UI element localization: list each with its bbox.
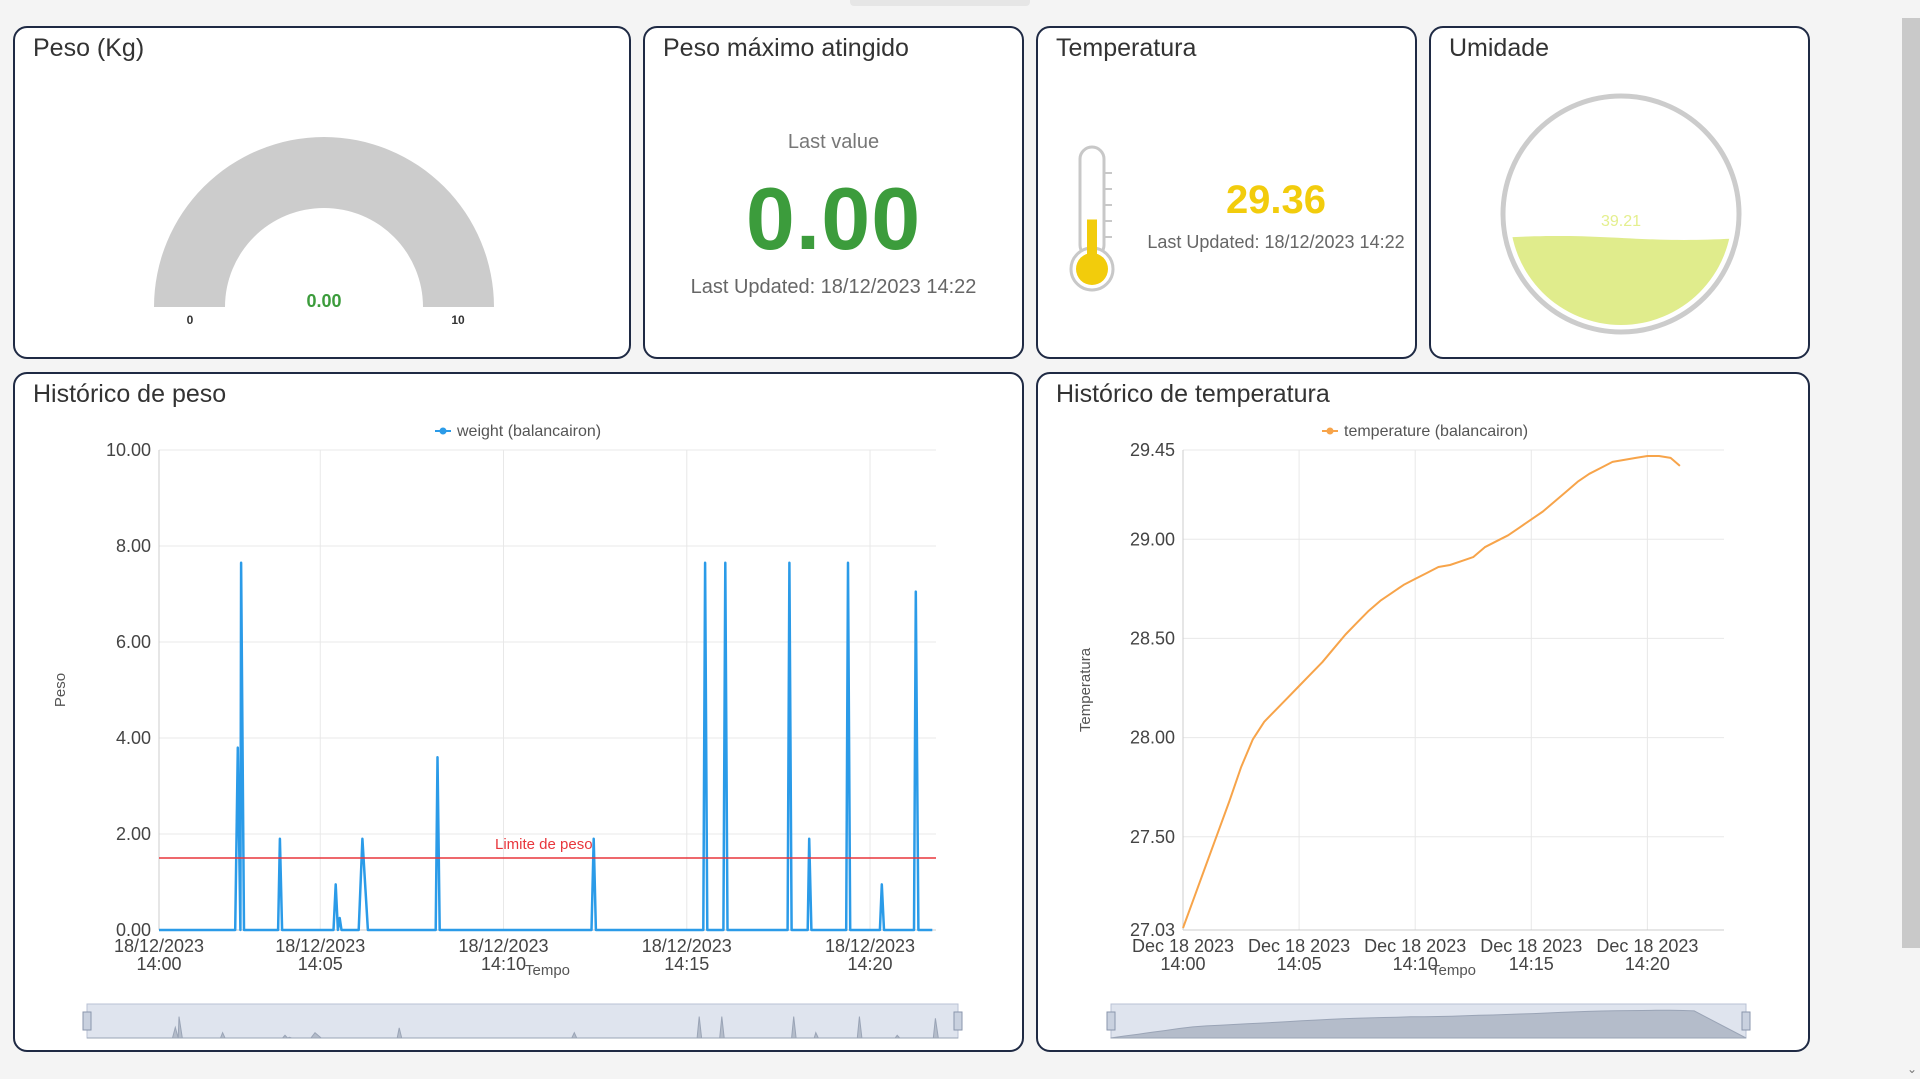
panel-title: Umidade xyxy=(1449,34,1550,62)
humidity-value: 39.21 xyxy=(1601,213,1641,230)
y-tick-label: 28.00 xyxy=(1130,728,1175,748)
y-tick-label: 2.00 xyxy=(116,824,151,844)
x-tick-label: 14:00 xyxy=(1160,954,1205,974)
x-tick-label: 18/12/2023 xyxy=(275,936,365,956)
x-tick-label: 14:20 xyxy=(848,954,893,974)
x-tick-label: 14:10 xyxy=(481,954,526,974)
weight-history-panel: Histórico de peso 0.00 2.00 4.00 6.00 8.00 10… xyxy=(13,372,1024,1052)
thermometer-level xyxy=(1087,219,1097,269)
thermometer-icon xyxy=(1069,145,1115,292)
x-tick-label: 14:15 xyxy=(664,954,709,974)
temperature-panel: Temperatura 29.36 Last Updated: 18/12/20… xyxy=(1036,26,1417,359)
y-tick-label: 8.00 xyxy=(116,536,151,556)
x-tick-label: 18/12/2023 xyxy=(114,936,204,956)
last-updated: Last Updated: 18/12/2023 14:22 xyxy=(1147,232,1405,252)
x-axis-label: Tempo xyxy=(525,962,570,979)
x-tick-label: 18/12/2023 xyxy=(642,936,732,956)
max-weight-panel: Peso máximo atingido Last value 0.00 Las… xyxy=(643,26,1024,359)
zoom-handle[interactable] xyxy=(953,1011,963,1031)
zoom-handle[interactable] xyxy=(82,1011,92,1031)
scroll-down-arrow-icon[interactable]: ⌄ xyxy=(1906,1062,1917,1076)
y-tick-label: 29.00 xyxy=(1130,529,1175,549)
y-tick-label: 28.50 xyxy=(1130,628,1175,648)
gauge-value: 0.00 xyxy=(306,291,341,311)
y-tick-label: 6.00 xyxy=(116,632,151,652)
humidity-fill xyxy=(1510,236,1732,325)
weight-history-chart[interactable]: 0.002.004.006.008.0010.0018/12/202314:00… xyxy=(15,374,1022,1050)
top-bar-stub xyxy=(850,0,1030,6)
zoom-handle[interactable] xyxy=(1741,1011,1751,1031)
x-tick-label: 14:10 xyxy=(1393,954,1438,974)
x-axis-label: Tempo xyxy=(1431,962,1476,979)
series-line xyxy=(1182,455,1681,929)
x-tick-label: 18/12/2023 xyxy=(458,936,548,956)
page-scrollbar[interactable] xyxy=(1902,18,1920,948)
humidity-liquid-gauge: 39.21 xyxy=(1500,93,1742,335)
x-tick-label: 14:20 xyxy=(1625,954,1670,974)
x-tick-label: Dec 18 2023 xyxy=(1248,936,1350,956)
last-updated: Last Updated: 18/12/2023 14:22 xyxy=(690,276,977,298)
weight-gauge: 0.00 0 10 xyxy=(154,137,494,327)
panel-title: Temperatura xyxy=(1056,34,1197,62)
threshold-label: Limite de peso xyxy=(495,836,593,853)
y-tick-label: 27.03 xyxy=(1130,920,1175,940)
y-axis-label: Temperatura xyxy=(1077,647,1094,732)
panel-title: Peso (Kg) xyxy=(33,34,145,62)
temperature-history-chart[interactable]: 27.03 27.50 28.00 28.50 29.00 29.45 Dec 18 202… xyxy=(1038,374,1808,1050)
temperature-value: 29.36 xyxy=(1225,178,1327,222)
last-value-label: Last value xyxy=(787,131,880,153)
zoom-handle[interactable] xyxy=(1106,1011,1116,1031)
x-tick-label: Dec 18 2023 xyxy=(1596,936,1698,956)
y-tick-label: 27.50 xyxy=(1130,827,1175,847)
y-tick-label: 0.00 xyxy=(116,920,151,940)
humidity-panel: Umidade 39.21 xyxy=(1429,26,1810,359)
zoom-slider-preview xyxy=(1110,1009,1747,1039)
gauge-min-label: 0 xyxy=(187,313,194,327)
x-tick-label: Dec 18 2023 xyxy=(1364,936,1466,956)
gauge-track xyxy=(154,137,494,307)
x-tick-label: Dec 18 2023 xyxy=(1132,936,1234,956)
y-axis-label: Peso xyxy=(52,673,69,707)
panel-title: Peso máximo atingido xyxy=(663,34,909,62)
x-tick-label: 14:15 xyxy=(1509,954,1554,974)
zoom-slider-track xyxy=(86,1003,959,1039)
max-weight-value: 0.00 xyxy=(745,169,922,268)
gauge-max-label: 10 xyxy=(451,313,465,327)
x-tick-label: 18/12/2023 xyxy=(825,936,915,956)
legend-label: temperature (balancairon) xyxy=(1344,423,1528,440)
y-tick-label: 4.00 xyxy=(116,728,151,748)
panel-title: Histórico de temperatura xyxy=(1056,380,1330,408)
weight-gauge-panel: Peso (Kg) 0.00 0 10 xyxy=(13,26,631,359)
x-tick-label: 14:05 xyxy=(298,954,343,974)
x-tick-label: 14:00 xyxy=(136,954,181,974)
series-line xyxy=(159,561,933,932)
legend-label: weight (balancairon) xyxy=(456,423,601,440)
x-tick-label: Dec 18 2023 xyxy=(1480,936,1582,956)
temperature-history-panel: Histórico de temperatura 27.03 27.50 28.00… xyxy=(1036,372,1810,1052)
zoom-slider-preview xyxy=(87,1016,958,1039)
legend-marker xyxy=(1326,427,1334,435)
panel-title: Histórico de peso xyxy=(33,380,227,408)
y-tick-label: 29.45 xyxy=(1130,440,1175,460)
x-tick-label: 14:05 xyxy=(1277,954,1322,974)
legend-marker xyxy=(439,427,447,435)
y-tick-label: 10.00 xyxy=(106,440,151,460)
